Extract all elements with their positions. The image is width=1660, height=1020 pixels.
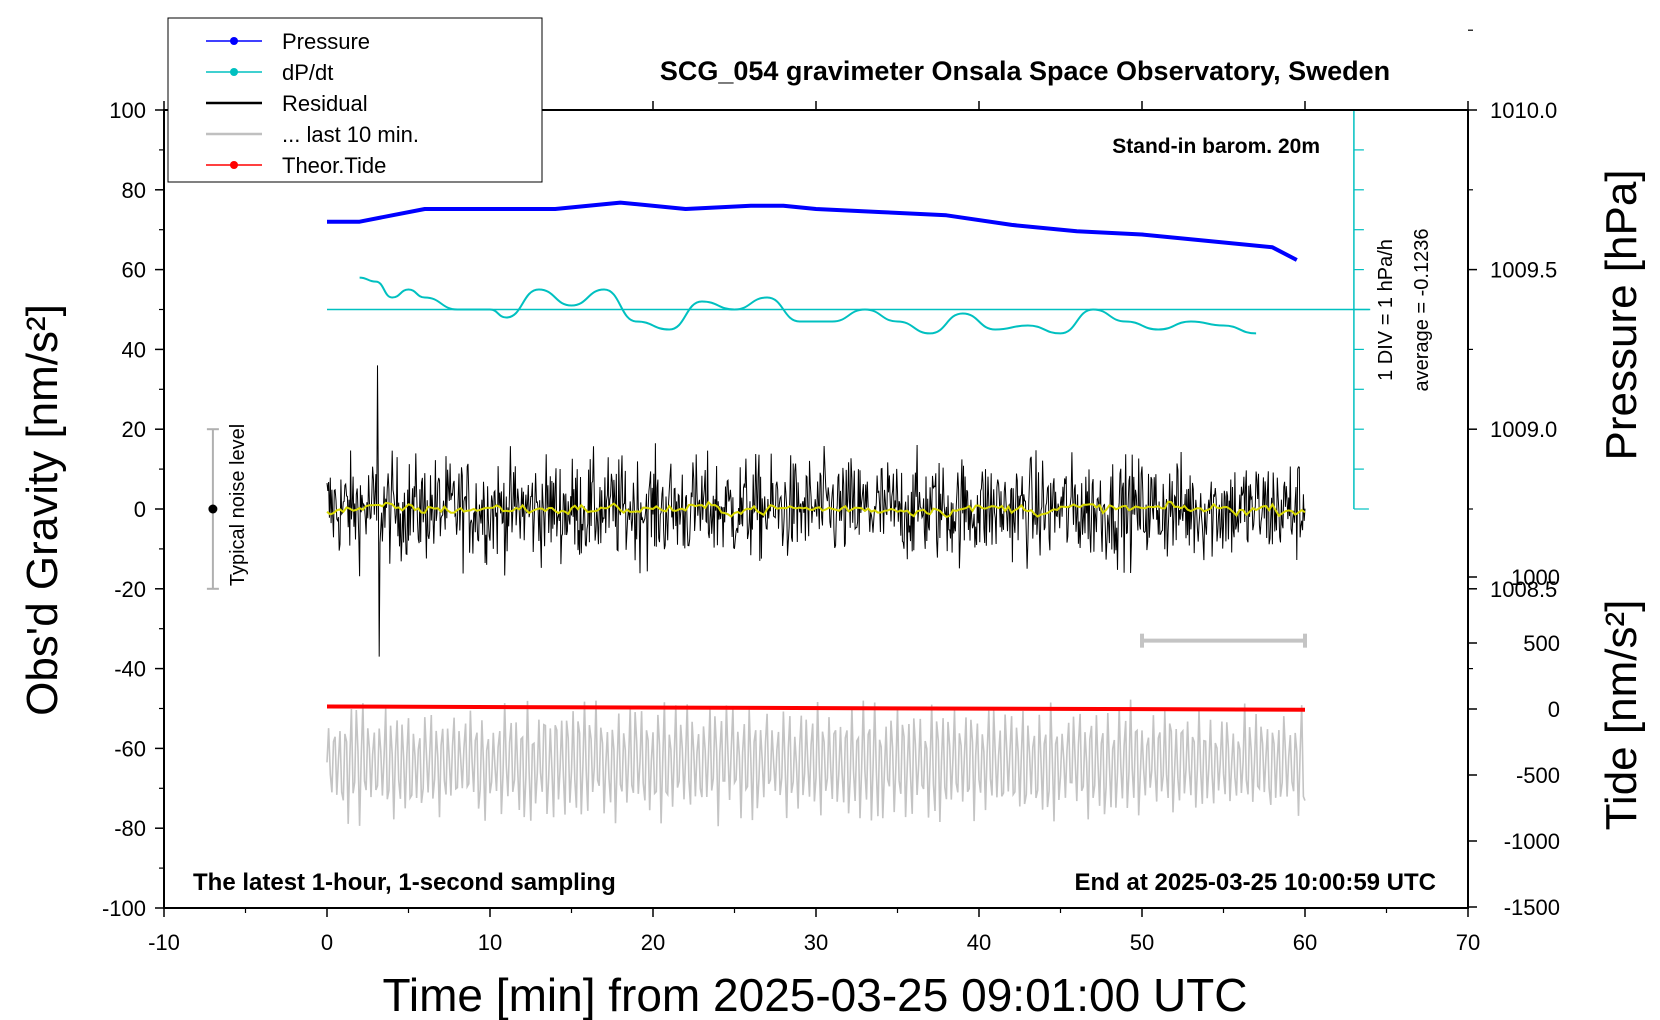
x-tick-label: 50 (1130, 930, 1154, 955)
note-end-time: End at 2025-03-25 10:00:59 UTC (1075, 869, 1437, 896)
data-layer (206, 109, 1371, 827)
theor-tide-series (326, 704, 1306, 712)
x-tick-label: 0 (321, 930, 333, 955)
y-axis-label-tide: Tide [nm/s²] (1597, 600, 1646, 831)
x-tick-label: 30 (804, 930, 828, 955)
axes-layer: -10 0 10 20 30 40 50 60 70-100-80-60-40-20020406… (102, 29, 1560, 955)
y-tick-label: -80 (114, 816, 146, 841)
y-tick-label: -60 (114, 736, 146, 761)
legend-label: ... last 10 min. (282, 122, 419, 147)
chart-title: SCG_054 gravimeter Onsala Space Observat… (660, 56, 1390, 86)
legend-marker (230, 68, 238, 76)
tide-tick-label: -1500 (1504, 895, 1560, 920)
last-10-min-series (326, 699, 1306, 827)
x-tick-label: 70 (1456, 930, 1480, 955)
pressure-tick-label: 1008.5 (1490, 577, 1557, 602)
y-tick-label: -40 (114, 657, 146, 682)
residual-smoothed-series (326, 500, 1306, 519)
x-tick-label: -10 (148, 930, 180, 955)
x-axis-label: Time [min] from 2025-03-25 09:01:00 UTC (383, 969, 1248, 1020)
y-tick-label: 60 (122, 258, 146, 283)
tide-tick-label: 500 (1523, 631, 1560, 656)
pressure-series (327, 200, 1298, 262)
y-tick-label: -100 (102, 896, 146, 921)
x-tick-label: 60 (1293, 930, 1317, 955)
x-tick-label: 20 (641, 930, 665, 955)
tide-tick-label: -1000 (1504, 829, 1560, 854)
noise-level-label: Typical noise level (227, 424, 249, 586)
dpdt-series (359, 276, 1257, 335)
pressure-tick-label: 1009.0 (1490, 417, 1557, 442)
note-latest-hour: The latest 1-hour, 1-second sampling (193, 869, 616, 896)
legend-marker (230, 37, 238, 45)
tide-tick-label: -500 (1516, 763, 1560, 788)
div-note: 1 DIV = 1 hPa/h (1375, 239, 1397, 381)
legend-label: dP/dt (282, 60, 333, 85)
legend: Pressure dP/dt Residual ... last 10 min. The… (167, 17, 543, 183)
legend-items: Pressure dP/dt Residual ... last 10 min. The… (206, 29, 419, 178)
x-tick-label: 10 (478, 930, 502, 955)
legend-marker (230, 161, 238, 169)
legend-label: Pressure (282, 29, 370, 54)
x-tick-label: 40 (967, 930, 991, 955)
legend-box (167, 17, 543, 183)
y-tick-label: 0 (134, 497, 146, 522)
average-note: average = -0.1236 (1411, 229, 1433, 392)
pressure-tick-label: 1009.5 (1490, 258, 1557, 283)
y-axis-label-pressure: Pressure [hPa] (1597, 169, 1646, 460)
noise-level-dot (208, 504, 218, 514)
y-tick-label: 100 (109, 98, 146, 123)
y-tick-label: 80 (122, 178, 146, 203)
legend-label: Theor.Tide (282, 153, 386, 178)
y-axis-label-left: Obs'd Gravity [nm/s²] (18, 304, 67, 716)
pressure-tick-label: 1010.0 (1490, 98, 1557, 123)
y-tick-label: 20 (122, 417, 146, 442)
y-tick-label: 40 (122, 337, 146, 362)
legend-label: Residual (282, 91, 368, 116)
y-tick-label: -20 (114, 577, 146, 602)
tide-tick-label: 1000 (1511, 565, 1560, 590)
tide-tick-label: 0 (1548, 697, 1560, 722)
stand-in-barometer-label: Stand-in barom. 20m (1112, 135, 1320, 158)
